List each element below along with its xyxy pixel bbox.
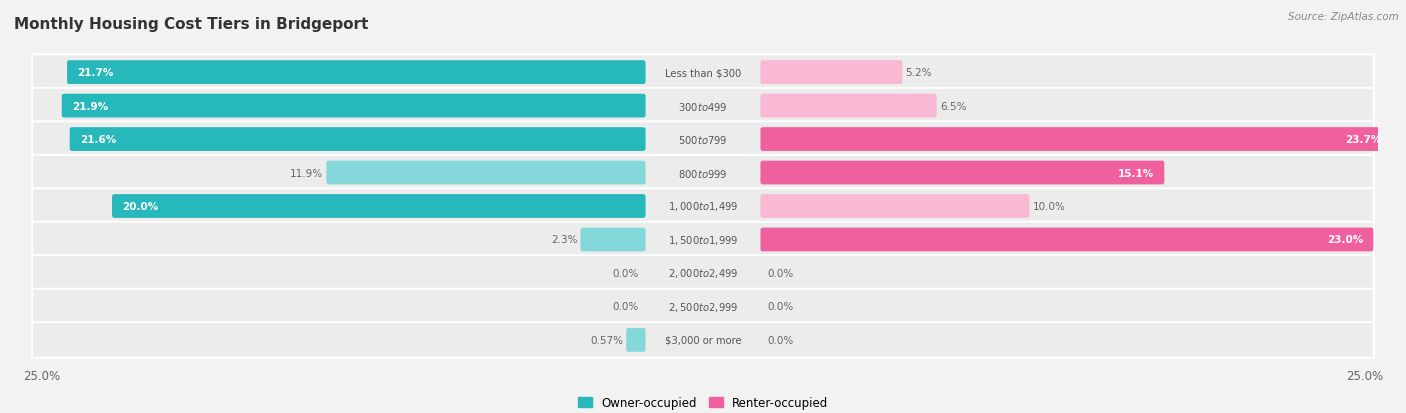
Text: 0.0%: 0.0% (768, 268, 794, 278)
FancyBboxPatch shape (32, 323, 1374, 358)
FancyBboxPatch shape (32, 289, 1374, 324)
Text: 23.0%: 23.0% (1327, 235, 1364, 245)
Text: 15.1%: 15.1% (1118, 168, 1154, 178)
FancyBboxPatch shape (761, 128, 1392, 152)
FancyBboxPatch shape (761, 161, 1164, 185)
Text: 0.0%: 0.0% (768, 335, 794, 345)
FancyBboxPatch shape (761, 228, 1374, 252)
Text: $300 to $499: $300 to $499 (678, 100, 728, 112)
Text: 2.3%: 2.3% (551, 235, 578, 245)
Text: 20.0%: 20.0% (122, 202, 159, 211)
FancyBboxPatch shape (761, 95, 936, 118)
Text: Monthly Housing Cost Tiers in Bridgeport: Monthly Housing Cost Tiers in Bridgeport (14, 17, 368, 31)
Text: 21.7%: 21.7% (77, 68, 114, 78)
Text: 10.0%: 10.0% (1032, 202, 1066, 211)
Text: 21.9%: 21.9% (72, 101, 108, 112)
Text: Source: ZipAtlas.com: Source: ZipAtlas.com (1288, 12, 1399, 22)
Text: $3,000 or more: $3,000 or more (665, 335, 741, 345)
Text: 0.0%: 0.0% (612, 268, 638, 278)
Text: 0.0%: 0.0% (612, 301, 638, 312)
FancyBboxPatch shape (32, 189, 1374, 224)
Text: $1,500 to $1,999: $1,500 to $1,999 (668, 233, 738, 247)
Text: Less than $300: Less than $300 (665, 68, 741, 78)
FancyBboxPatch shape (761, 61, 903, 85)
FancyBboxPatch shape (67, 61, 645, 85)
Text: $2,500 to $2,999: $2,500 to $2,999 (668, 300, 738, 313)
Text: $500 to $799: $500 to $799 (678, 134, 728, 146)
FancyBboxPatch shape (326, 161, 645, 185)
Text: $1,000 to $1,499: $1,000 to $1,499 (668, 200, 738, 213)
Text: 6.5%: 6.5% (939, 101, 966, 112)
Legend: Owner-occupied, Renter-occupied: Owner-occupied, Renter-occupied (572, 392, 834, 413)
FancyBboxPatch shape (761, 195, 1029, 218)
FancyBboxPatch shape (32, 89, 1374, 124)
Text: 23.7%: 23.7% (1346, 135, 1382, 145)
FancyBboxPatch shape (32, 55, 1374, 90)
Text: 11.9%: 11.9% (290, 168, 323, 178)
Text: 5.2%: 5.2% (905, 68, 932, 78)
FancyBboxPatch shape (32, 155, 1374, 191)
Text: $2,000 to $2,499: $2,000 to $2,499 (668, 267, 738, 280)
FancyBboxPatch shape (581, 228, 645, 252)
FancyBboxPatch shape (32, 222, 1374, 258)
FancyBboxPatch shape (626, 328, 645, 352)
FancyBboxPatch shape (32, 122, 1374, 157)
Text: 0.0%: 0.0% (768, 301, 794, 312)
Text: 21.6%: 21.6% (80, 135, 115, 145)
FancyBboxPatch shape (112, 195, 645, 218)
FancyBboxPatch shape (62, 95, 645, 118)
Text: $800 to $999: $800 to $999 (678, 167, 728, 179)
FancyBboxPatch shape (32, 256, 1374, 291)
Text: 0.57%: 0.57% (591, 335, 623, 345)
FancyBboxPatch shape (70, 128, 645, 152)
